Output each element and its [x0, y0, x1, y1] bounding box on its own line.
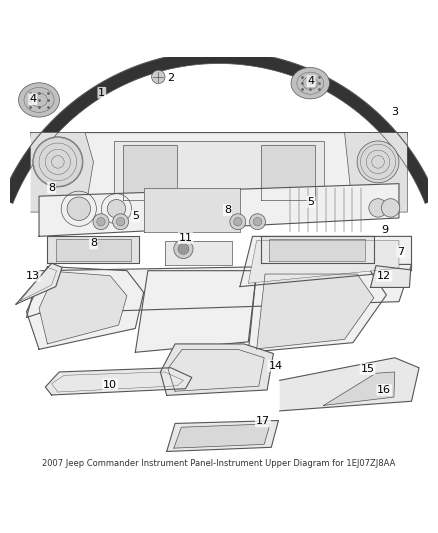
Text: 4: 4: [307, 76, 314, 86]
Text: 5: 5: [132, 211, 139, 221]
Text: 9: 9: [381, 225, 388, 235]
Polygon shape: [56, 239, 131, 261]
Polygon shape: [144, 188, 240, 232]
Text: 7: 7: [398, 247, 405, 257]
Polygon shape: [257, 274, 374, 349]
Polygon shape: [167, 421, 279, 451]
Polygon shape: [248, 240, 399, 283]
Polygon shape: [45, 368, 192, 395]
Polygon shape: [248, 270, 386, 352]
Polygon shape: [123, 145, 177, 199]
Circle shape: [250, 214, 265, 230]
Circle shape: [107, 199, 126, 218]
Polygon shape: [26, 266, 144, 349]
Polygon shape: [345, 133, 407, 212]
Polygon shape: [1, 51, 437, 204]
Polygon shape: [174, 424, 270, 448]
Text: 10: 10: [103, 379, 117, 390]
Polygon shape: [31, 133, 407, 212]
Polygon shape: [269, 239, 365, 261]
Polygon shape: [39, 184, 399, 236]
Ellipse shape: [18, 83, 60, 117]
Circle shape: [152, 70, 165, 84]
Polygon shape: [47, 236, 139, 263]
Circle shape: [174, 239, 193, 259]
Circle shape: [381, 199, 400, 217]
Text: 3: 3: [391, 107, 398, 117]
Polygon shape: [280, 358, 419, 411]
Polygon shape: [39, 271, 127, 344]
Polygon shape: [16, 263, 62, 304]
Circle shape: [253, 217, 261, 226]
Circle shape: [67, 197, 91, 221]
Circle shape: [117, 217, 125, 226]
Polygon shape: [26, 264, 412, 318]
Polygon shape: [371, 265, 411, 287]
Text: 4: 4: [29, 94, 36, 104]
Polygon shape: [261, 145, 315, 199]
Polygon shape: [261, 236, 374, 263]
Text: 5: 5: [307, 197, 314, 207]
Circle shape: [357, 141, 399, 183]
Circle shape: [233, 217, 242, 226]
Circle shape: [93, 214, 109, 230]
Text: 2: 2: [167, 73, 174, 83]
Text: 11: 11: [179, 233, 193, 243]
Text: 12: 12: [377, 271, 392, 281]
Circle shape: [97, 217, 105, 226]
Text: 15: 15: [360, 364, 374, 374]
Text: 1: 1: [98, 88, 105, 98]
Text: 17: 17: [256, 416, 270, 426]
Polygon shape: [324, 372, 395, 406]
Text: 2007 Jeep Commander Instrument Panel-Instrument Upper Diagram for 1EJ07ZJ8AA: 2007 Jeep Commander Instrument Panel-Ins…: [42, 459, 396, 468]
Circle shape: [230, 214, 246, 230]
Polygon shape: [165, 240, 232, 265]
Polygon shape: [160, 344, 273, 395]
Ellipse shape: [291, 68, 329, 99]
Text: 14: 14: [268, 361, 283, 370]
Text: 8: 8: [90, 238, 97, 248]
Circle shape: [33, 137, 83, 187]
Polygon shape: [31, 133, 93, 212]
Text: 8: 8: [224, 205, 231, 215]
Text: 16: 16: [377, 385, 391, 395]
Text: 13: 13: [26, 271, 40, 281]
Circle shape: [369, 199, 387, 217]
Text: 8: 8: [48, 183, 55, 193]
Polygon shape: [114, 141, 324, 204]
Circle shape: [178, 244, 189, 254]
Polygon shape: [240, 236, 412, 287]
Circle shape: [113, 214, 129, 230]
Polygon shape: [135, 271, 257, 352]
